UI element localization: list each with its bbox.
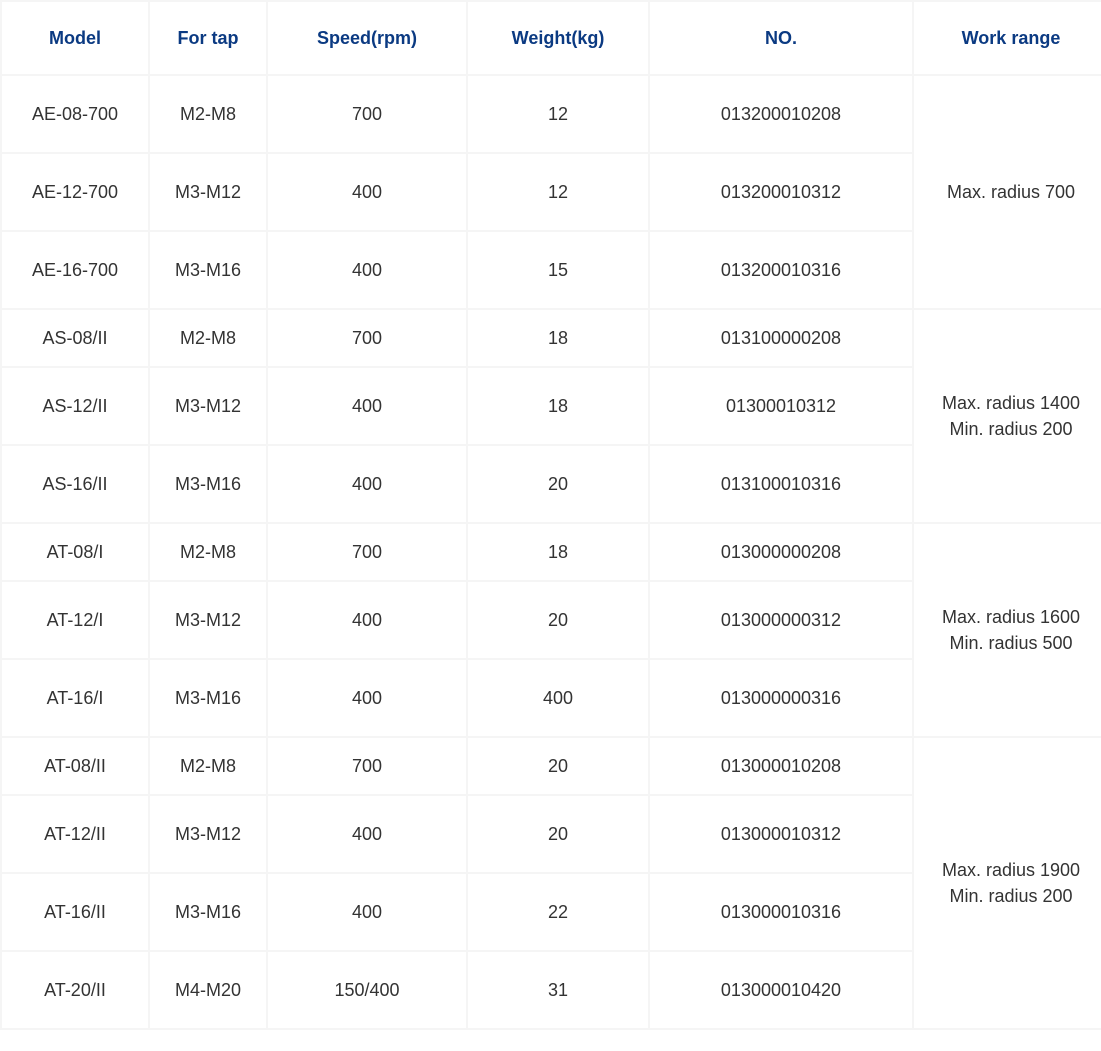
work-range-cell: Max. radius 700 <box>914 76 1101 308</box>
cell-weight: 12 <box>468 76 648 152</box>
work-range-line: Max. radius 1900 <box>942 858 1080 882</box>
col-header-no: NO. <box>650 2 912 74</box>
cell-speed: 400 <box>268 582 466 658</box>
cell-no: 013000010312 <box>650 796 912 872</box>
cell-weight: 18 <box>468 524 648 580</box>
cell-model: AT-20/II <box>2 952 148 1028</box>
work-range-line: Max. radius 1600 <box>942 605 1080 629</box>
cell-no: 013000000312 <box>650 582 912 658</box>
cell-speed: 400 <box>268 660 466 736</box>
cell-model: AT-12/I <box>2 582 148 658</box>
cell-model: AE-08-700 <box>2 76 148 152</box>
cell-for-tap: M3-M12 <box>150 368 266 444</box>
cell-weight: 20 <box>468 738 648 794</box>
cell-model: AT-16/II <box>2 874 148 950</box>
cell-speed: 400 <box>268 368 466 444</box>
col-header-speed: Speed(rpm) <box>268 2 466 74</box>
work-range-line: Max. radius 700 <box>947 180 1075 204</box>
col-header-for-tap: For tap <box>150 2 266 74</box>
cell-no: 013000010316 <box>650 874 912 950</box>
work-range-line: Min. radius 200 <box>942 884 1080 908</box>
col-header-weight: Weight(kg) <box>468 2 648 74</box>
cell-weight: 18 <box>468 310 648 366</box>
work-range-cell: Max. radius 1600Min. radius 500 <box>914 524 1101 736</box>
cell-model: AS-16/II <box>2 446 148 522</box>
col-header-model: Model <box>2 2 148 74</box>
cell-model: AS-08/II <box>2 310 148 366</box>
cell-speed: 400 <box>268 446 466 522</box>
cell-no: 013200010208 <box>650 76 912 152</box>
cell-weight: 20 <box>468 796 648 872</box>
work-range-line: Max. radius 1400 <box>942 391 1080 415</box>
cell-weight: 15 <box>468 232 648 308</box>
cell-no: 013100000208 <box>650 310 912 366</box>
cell-weight: 20 <box>468 446 648 522</box>
work-range-line: Min. radius 200 <box>942 417 1080 441</box>
cell-model: AT-08/I <box>2 524 148 580</box>
cell-model: AS-12/II <box>2 368 148 444</box>
cell-speed: 700 <box>268 738 466 794</box>
cell-model: AT-08/II <box>2 738 148 794</box>
cell-weight: 400 <box>468 660 648 736</box>
cell-for-tap: M3-M12 <box>150 582 266 658</box>
cell-for-tap: M2-M8 <box>150 76 266 152</box>
cell-weight: 20 <box>468 582 648 658</box>
work-range-line: Min. radius 500 <box>942 631 1080 655</box>
cell-no: 013000000208 <box>650 524 912 580</box>
cell-for-tap: M3-M16 <box>150 660 266 736</box>
cell-for-tap: M3-M12 <box>150 796 266 872</box>
cell-weight: 22 <box>468 874 648 950</box>
cell-model: AE-16-700 <box>2 232 148 308</box>
cell-model: AT-12/II <box>2 796 148 872</box>
cell-speed: 400 <box>268 232 466 308</box>
cell-speed: 700 <box>268 524 466 580</box>
cell-no: 013200010312 <box>650 154 912 230</box>
cell-for-tap: M4-M20 <box>150 952 266 1028</box>
cell-for-tap: M2-M8 <box>150 310 266 366</box>
cell-no: 013100010316 <box>650 446 912 522</box>
cell-for-tap: M2-M8 <box>150 524 266 580</box>
cell-for-tap: M3-M12 <box>150 154 266 230</box>
col-header-work-range: Work range <box>914 2 1101 74</box>
cell-no: 01300010312 <box>650 368 912 444</box>
work-range-cell: Max. radius 1900Min. radius 200 <box>914 738 1101 1028</box>
cell-speed: 700 <box>268 76 466 152</box>
cell-for-tap: M2-M8 <box>150 738 266 794</box>
cell-no: 013200010316 <box>650 232 912 308</box>
cell-for-tap: M3-M16 <box>150 232 266 308</box>
cell-speed: 400 <box>268 796 466 872</box>
cell-speed: 700 <box>268 310 466 366</box>
cell-weight: 12 <box>468 154 648 230</box>
cell-no: 013000000316 <box>650 660 912 736</box>
cell-no: 013000010208 <box>650 738 912 794</box>
work-range-cell: Max. radius 1400Min. radius 200 <box>914 310 1101 522</box>
cell-weight: 18 <box>468 368 648 444</box>
cell-for-tap: M3-M16 <box>150 874 266 950</box>
cell-no: 013000010420 <box>650 952 912 1028</box>
cell-speed: 400 <box>268 874 466 950</box>
cell-weight: 31 <box>468 952 648 1028</box>
cell-model: AT-16/I <box>2 660 148 736</box>
cell-speed: 150/400 <box>268 952 466 1028</box>
spec-table: Model For tap Speed(rpm) Weight(kg) NO. … <box>0 0 1101 1030</box>
cell-model: AE-12-700 <box>2 154 148 230</box>
cell-for-tap: M3-M16 <box>150 446 266 522</box>
cell-speed: 400 <box>268 154 466 230</box>
